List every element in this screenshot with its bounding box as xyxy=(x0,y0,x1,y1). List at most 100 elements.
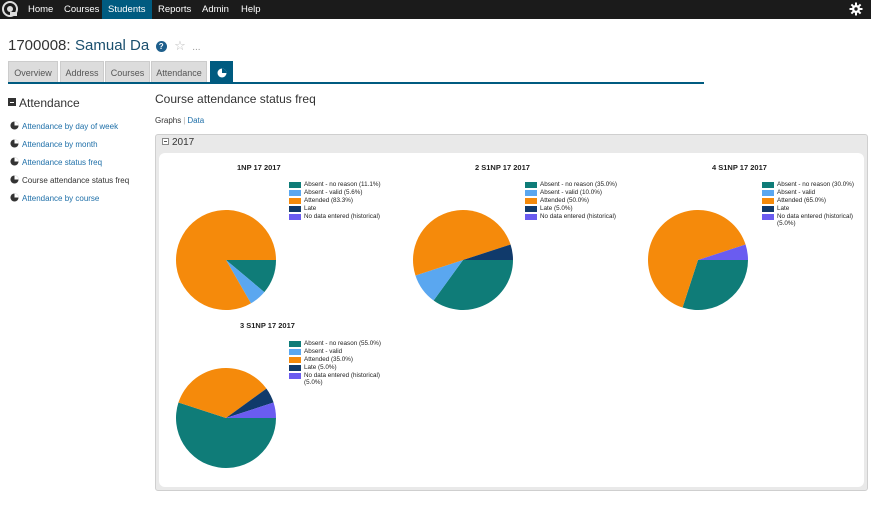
section-title: Course attendance status freq xyxy=(155,92,316,106)
legend-label: Late (5.0%) xyxy=(540,205,573,212)
legend-label: Absent - valid xyxy=(777,189,816,196)
nav-courses[interactable]: Courses xyxy=(64,4,100,15)
sidebar-item-attendance-status-freq[interactable]: Attendance status freq xyxy=(10,157,102,169)
tab-courses[interactable]: Courses xyxy=(105,61,150,83)
legend-label: No data entered (historical) xyxy=(540,213,616,220)
legend-swatch xyxy=(525,190,537,196)
pie-chart-icon xyxy=(10,139,19,148)
pie-chart-icon xyxy=(10,157,19,166)
legend-swatch xyxy=(289,190,301,196)
page-title: 1700008: Samual Da ? ☆ ... xyxy=(8,37,201,57)
pie-chart-icon xyxy=(217,68,226,78)
pie-chart-icon xyxy=(10,175,19,184)
nav-help[interactable]: Help xyxy=(241,4,261,15)
pie-slice-attended xyxy=(178,368,267,418)
pie-slice-late xyxy=(226,388,274,418)
legend-swatch xyxy=(762,198,774,204)
legend-label: Absent - no reason (30.0%) xyxy=(777,181,855,188)
chart-title: 4 S1NP 17 2017 xyxy=(712,163,767,172)
legend-label: Attended (65.0%) xyxy=(777,197,827,204)
legend-label: No data entered (historical) (5.0%) xyxy=(304,372,380,386)
pie-slice-absent-no-reason xyxy=(682,260,748,310)
pie-chart-icon xyxy=(10,193,19,202)
sidebar-item-attendance-by-course[interactable]: Attendance by course xyxy=(10,193,99,205)
pie-slice-absent-valid xyxy=(415,260,463,301)
data-link[interactable]: Data xyxy=(187,116,205,125)
help-icon[interactable]: ? xyxy=(155,41,167,52)
legend-label: Absent - no reason (35.0%) xyxy=(540,181,618,188)
legend-swatch xyxy=(762,206,774,212)
pie-slice-attended xyxy=(413,210,511,276)
pie-slice-absent-no-reason xyxy=(176,402,276,468)
legend-swatch xyxy=(289,341,301,347)
legend-swatch xyxy=(525,182,537,188)
pie-chart xyxy=(413,210,513,310)
legend-swatch xyxy=(289,182,301,188)
charts-area: 1NP 17 2017 Absent - no reason (11.1%) Abs… xyxy=(159,153,864,487)
legend-swatch xyxy=(762,182,774,188)
pie-slice-absent-no-reason xyxy=(433,260,513,310)
star-icon[interactable]: ☆ xyxy=(174,38,186,53)
collapse-icon[interactable] xyxy=(8,98,16,106)
sidebar-heading[interactable]: Attendance xyxy=(8,96,80,110)
tab-attendance[interactable]: Attendance xyxy=(151,61,207,83)
legend-swatch xyxy=(289,357,301,363)
chart-title: 1NP 17 2017 xyxy=(237,163,281,172)
legend-label: No data entered (historical) xyxy=(304,213,380,220)
app-logo-icon[interactable] xyxy=(2,1,18,17)
legend-label: Absent - no reason (55.0%) xyxy=(304,340,382,347)
pie-slice-absent-valid xyxy=(226,260,265,304)
panel-header[interactable]: 2017 xyxy=(162,137,194,148)
pie-slice-late xyxy=(463,244,513,260)
pie-slice-absent-no-reason xyxy=(226,260,276,293)
nav-admin[interactable]: Admin xyxy=(202,4,229,15)
sidebar-item-attendance-by-month[interactable]: Attendance by month xyxy=(10,139,98,151)
pie-chart xyxy=(176,368,276,468)
top-navbar: Home Courses Students Reports Admin Help xyxy=(0,0,871,19)
legend-label: No data entered (historical) (5.0%) xyxy=(777,213,853,227)
legend-label: Late (5.0%) xyxy=(304,364,337,371)
more-icon[interactable]: ... xyxy=(192,42,201,53)
legend-label: Late xyxy=(304,205,317,212)
legend-swatch xyxy=(762,214,774,220)
gear-icon[interactable] xyxy=(849,2,863,16)
sidebar-item-course-attendance-status-freq: Course attendance status freq xyxy=(10,175,129,187)
legend-label: Absent - no reason (11.1%) xyxy=(304,181,381,188)
tab-graphs[interactable] xyxy=(210,61,233,83)
legend-label: Absent - valid (10.0%) xyxy=(540,189,602,196)
student-name[interactable]: Samual Da xyxy=(75,37,150,54)
graphs-label: Graphs xyxy=(155,116,182,125)
legend-label: Attended (50.0%) xyxy=(540,197,590,204)
legend-label: Absent - valid xyxy=(304,348,343,355)
tab-address[interactable]: Address xyxy=(60,61,104,83)
nav-reports[interactable]: Reports xyxy=(158,4,192,15)
legend-swatch xyxy=(289,198,301,204)
legend-swatch xyxy=(289,214,301,220)
year-panel: 2017 1NP 17 2017 Absent - no reason (11.1… xyxy=(155,134,868,491)
student-id: 1700008: xyxy=(8,37,71,54)
sidebar-item-attendance-by-day-of-week[interactable]: Attendance by day of week xyxy=(10,121,118,133)
legend-label: Attended (83.3%) xyxy=(304,197,354,204)
pie-slice-attended xyxy=(648,210,746,308)
pie-chart xyxy=(176,210,276,310)
pie-chart-icon xyxy=(10,121,19,130)
legend-swatch xyxy=(525,214,537,220)
view-switcher: Graphs | Data xyxy=(155,116,205,125)
tab-overview[interactable]: Overview xyxy=(8,61,58,83)
legend-swatch xyxy=(762,190,774,196)
chart-title: 2 S1NP 17 2017 xyxy=(475,163,530,172)
tab-divider xyxy=(8,82,704,84)
pie-slice-attended xyxy=(176,210,276,310)
legend-label: Attended (35.0%) xyxy=(304,356,354,363)
pie-slice-no-data-entered-historical xyxy=(226,402,276,418)
collapse-icon[interactable] xyxy=(162,138,169,145)
nav-students[interactable]: Students xyxy=(102,0,152,19)
legend-swatch xyxy=(289,349,301,355)
nav-home[interactable]: Home xyxy=(28,4,54,15)
legend-swatch xyxy=(525,206,537,212)
legend-swatch xyxy=(289,206,301,212)
legend-label: Absent - valid (5.6%) xyxy=(304,189,363,196)
legend-label: Late xyxy=(777,205,790,212)
legend-swatch xyxy=(289,373,301,379)
legend-swatch xyxy=(525,198,537,204)
